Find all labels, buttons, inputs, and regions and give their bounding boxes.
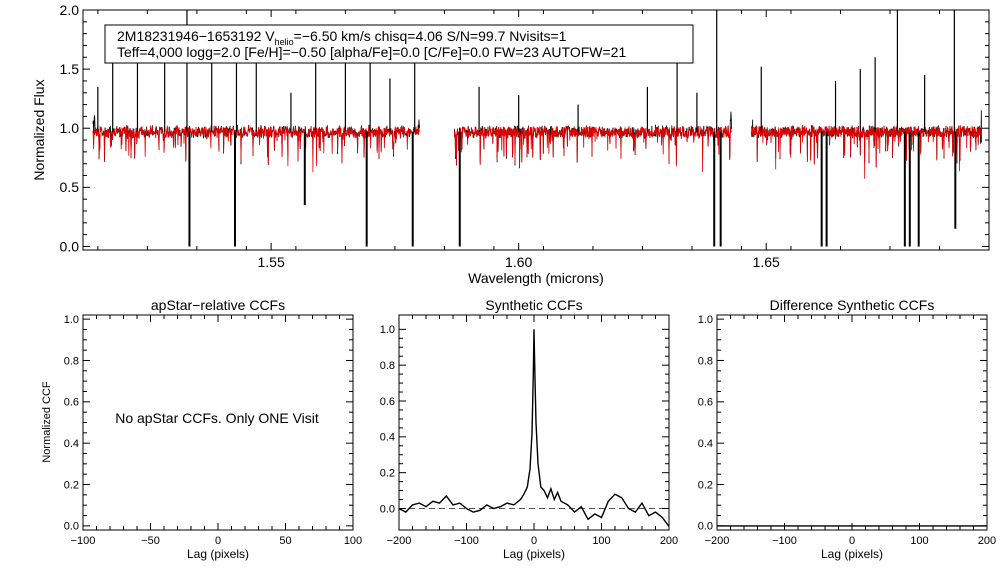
spectrum-plot-frame xyxy=(82,9,990,251)
difference-x-tick-label: −200 xyxy=(705,535,730,547)
synthetic-x-tick-label: 100 xyxy=(592,535,610,547)
apstar-x-tick-label: −50 xyxy=(141,535,160,547)
difference-x-tick-label: 0 xyxy=(849,535,855,547)
difference-title: Difference Synthetic CCFs xyxy=(770,297,935,313)
spectrum-ticks: 1.55 1.60 1.65 0.0 0.5 1.0 1.5 2.0 xyxy=(60,2,989,270)
spectrum-x-tick-label: 1.60 xyxy=(505,254,532,270)
difference-x-tick-label: 100 xyxy=(910,535,928,547)
difference-y-tick-label: 0.8 xyxy=(698,355,713,367)
spectrum-y-tick-label: 1.0 xyxy=(60,120,80,136)
apstar-ticks: −100 −50 0 50 100 0.0 0.2 0.4 0.6 0.8 1.0 xyxy=(64,314,362,547)
apstar-x-tick-label: 50 xyxy=(279,535,291,547)
spectrum-panel: 1.55 1.60 1.65 0.0 0.5 1.0 1.5 2.0 2M18231946−1… xyxy=(31,2,990,286)
synthetic-y-tick-label: 0.4 xyxy=(380,432,395,444)
synthetic-x-tick-label: −100 xyxy=(454,535,479,547)
synthetic-x-tick-label: 0 xyxy=(531,535,537,547)
observed-spectrum-line xyxy=(751,110,982,168)
spectrum-x-tick-label: 1.55 xyxy=(258,254,285,270)
spectrum-y-tick-label: 0.0 xyxy=(60,238,80,254)
synthetic-ccf-line xyxy=(398,329,670,527)
synthetic-y-tick-label: 0.8 xyxy=(380,360,395,372)
spectrum-x-tick-label: 1.65 xyxy=(753,254,780,270)
no-ccf-message: No apStar CCFs. Only ONE Visit xyxy=(115,410,319,426)
apstar-y-tick-label: 0.4 xyxy=(64,438,79,450)
spectrum-y-tick-label: 1.5 xyxy=(60,61,80,77)
difference-x-tick-label: 200 xyxy=(978,535,996,547)
difference-ccf-panel: −200 −100 0 100 200 0.0 0.2 0.4 0.6 0.8 1.0 Differ… xyxy=(698,297,996,561)
difference-plot-frame xyxy=(716,314,988,531)
difference-y-tick-label: 0.0 xyxy=(698,521,713,533)
spectrum-y-axis-label: Normalized Flux xyxy=(31,79,47,180)
synthetic-y-tick-label: 0.2 xyxy=(380,468,395,480)
apstar-y-tick-label: 0.6 xyxy=(64,397,79,409)
difference-y-tick-label: 1.0 xyxy=(698,314,713,326)
apstar-x-tick-label: −100 xyxy=(71,535,96,547)
spectrum-y-tick-label: 2.0 xyxy=(60,2,80,18)
difference-x-tick-label: −100 xyxy=(772,535,797,547)
annotation-line-1: 2M18231946−1653192 Vhelio=−6.50 km/s chi… xyxy=(117,28,567,47)
difference-ticks: −200 −100 0 100 200 0.0 0.2 0.4 0.6 0.8 1.0 xyxy=(698,314,996,547)
spectrum-y-tick-label: 0.5 xyxy=(60,179,80,195)
synthetic-title: Synthetic CCFs xyxy=(485,297,582,313)
difference-y-tick-label: 0.2 xyxy=(698,479,713,491)
synthetic-y-tick-label: 0.0 xyxy=(380,503,395,515)
synthetic-y-tick-label: 1.0 xyxy=(380,324,395,336)
spectrum-annotation-box xyxy=(104,24,694,64)
apstar-y-tick-label: 1.0 xyxy=(64,314,79,326)
apstar-y-tick-label: 0.2 xyxy=(64,479,79,491)
synthetic-ticks: −200 −100 0 100 200 0.0 0.2 0.4 0.6 0.8 1.0 xyxy=(380,315,678,547)
synthetic-series xyxy=(398,329,670,527)
synthetic-x-tick-label: −200 xyxy=(387,535,412,547)
observed-spectrum-line xyxy=(453,111,732,169)
apstar-x-tick-label: 100 xyxy=(344,535,362,547)
apstar-x-axis-label: Lag (pixels) xyxy=(187,547,249,561)
apstar-title: apStar−relative CCFs xyxy=(151,297,285,313)
synthetic-y-tick-label: 0.6 xyxy=(380,396,395,408)
apstar-y-tick-label: 0.8 xyxy=(64,355,79,367)
difference-x-axis-label: Lag (pixels) xyxy=(821,547,883,561)
model-spectrum-line xyxy=(453,124,732,173)
synthetic-x-axis-label: Lag (pixels) xyxy=(503,547,565,561)
apstar-ccf-panel: −100 −50 0 50 100 0.0 0.2 0.4 0.6 0.8 1.0 apStar−r… xyxy=(41,297,362,561)
difference-y-tick-label: 0.6 xyxy=(698,397,713,409)
model-spectrum-line xyxy=(92,125,421,173)
apstar-x-tick-label: 0 xyxy=(215,535,221,547)
annotation-line-2: Teff=4,000 logg=2.0 [Fe/H]=−0.50 [alpha/… xyxy=(117,44,626,60)
synthetic-ccf-panel: −200 −100 0 100 200 0.0 0.2 0.4 0.6 0.8 1.0 Synthe… xyxy=(380,297,678,561)
apstar-y-tick-label: 0.0 xyxy=(64,521,79,533)
spectrum-x-axis-label: Wavelength (microns) xyxy=(468,270,604,286)
ccf-y-axis-label: Normalized CCF xyxy=(41,381,53,463)
difference-y-tick-label: 0.4 xyxy=(698,438,713,450)
model-spectrum-line xyxy=(751,125,982,179)
synthetic-x-tick-label: 200 xyxy=(660,535,678,547)
